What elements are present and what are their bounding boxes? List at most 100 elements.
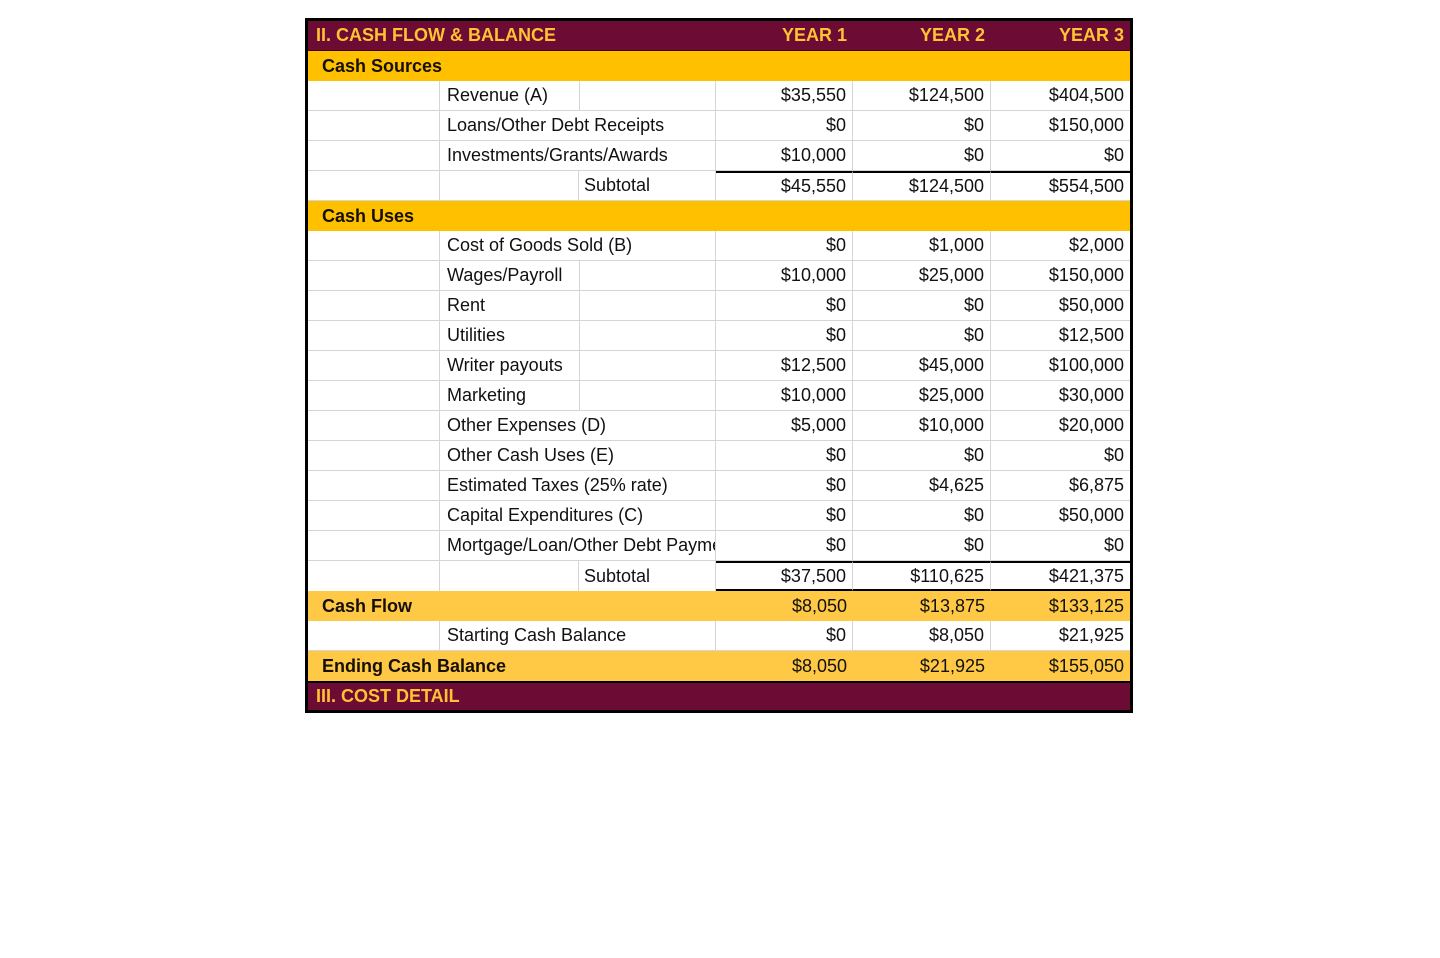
table-row: Capital Expenditures (C) $0 $0 $50,000 [308,501,1130,531]
subtotal-label: Subtotal [579,561,716,591]
total-band-row: Ending Cash Balance $8,050 $21,925 $155,… [308,651,1130,681]
table-header-row: II. CASH FLOW & BALANCE YEAR 1 YEAR 2 YE… [308,21,1130,51]
value-year-2: $0 [853,501,991,530]
value-year-1: $0 [716,531,853,560]
total-year-2: $21,925 [919,655,985,676]
value-year-3: $12,500 [1058,325,1124,345]
indent-cell [308,231,440,260]
total-year-3: $133,125 [1048,595,1124,616]
indent-cell [308,471,440,500]
value-year-2: $0 [853,321,991,350]
value-year-2: $25,000 [853,261,991,290]
value-year-2: $0 [853,531,991,560]
section-band-row: Cash Sources [308,51,1130,81]
table-row: Investments/Grants/Awards $10,000 $0 $0 [308,141,1130,171]
value-year-1: $10,000 [716,381,853,410]
value-year-2: $45,000 [853,351,991,380]
subtotal-year-1: $37,500 [716,561,853,591]
value-year-3: $100,000 [1048,355,1124,375]
cash-flow-balance-table: II. CASH FLOW & BALANCE YEAR 1 YEAR 2 YE… [305,18,1133,713]
value-year-2: $0 [853,291,991,320]
row-label: Wages/Payroll [440,261,716,290]
next-section-header-row: III. COST DETAIL [308,681,1130,710]
subtotal-row: Subtotal $45,550 $124,500 $554,500 [308,171,1130,201]
table-row: Wages/Payroll $10,000 $25,000 $150,000 [308,261,1130,291]
indent-cell [308,81,440,110]
indent-cell [308,441,440,470]
table-row: Marketing $10,000 $25,000 $30,000 [308,381,1130,411]
value-year-3: $150,000 [1048,265,1124,285]
section-band-label: Cash Uses [322,205,415,226]
empty-cell [440,561,579,591]
total-year-3: $155,050 [1048,655,1124,676]
value-year-3: $150,000 [1048,115,1124,135]
value-year-2: $8,050 [853,621,991,650]
year-3-column-header: YEAR 3 [1058,25,1124,45]
subtotal-year-3: $554,500 [991,171,1130,200]
table-row: Utilities $0 $0 $12,500 [308,321,1130,351]
value-year-2: $0 [853,111,991,140]
indent-cell [308,411,440,440]
subtotal-row: Subtotal $37,500 $110,625 $421,375 [308,561,1130,591]
indent-cell [308,321,440,350]
table-row: Loans/Other Debt Receipts $0 $0 $150,000 [308,111,1130,141]
indent-cell [308,501,440,530]
value-year-1: $0 [716,231,853,260]
value-year-1: $0 [716,441,853,470]
value-year-3: $2,000 [1068,235,1124,255]
value-year-2: $4,625 [853,471,991,500]
next-section-title: III. COST DETAIL [316,686,460,706]
row-label: Rent [440,291,716,320]
table-row: Estimated Taxes (25% rate) $0 $4,625 $6,… [308,471,1130,501]
value-year-1: $10,000 [716,261,853,290]
value-year-3: $20,000 [1058,415,1124,435]
total-year-1: $8,050 [791,655,847,676]
table-row: Writer payouts $12,500 $45,000 $100,000 [308,351,1130,381]
value-year-2: $124,500 [853,81,991,110]
value-year-3: $0 [1103,145,1124,165]
section-title: II. CASH FLOW & BALANCE [316,25,556,45]
value-year-1: $0 [716,621,853,650]
total-year-1: $8,050 [791,595,847,616]
row-label: Other Expenses (D) [440,411,716,440]
row-label: Investments/Grants/Awards [440,141,716,170]
indent-cell [308,291,440,320]
table-row: Mortgage/Loan/Other Debt Payme $0 $0 $0 [308,531,1130,561]
value-year-1: $0 [716,111,853,140]
value-year-2: $25,000 [853,381,991,410]
indent-cell [308,561,440,591]
indent-cell [308,261,440,290]
row-label: Estimated Taxes (25% rate) [440,471,716,500]
total-year-2: $13,875 [919,595,985,616]
value-year-1: $0 [716,471,853,500]
value-year-2: $0 [853,441,991,470]
indent-cell [308,621,440,650]
row-label: Marketing [440,381,716,410]
value-year-2: $10,000 [853,411,991,440]
table-row: Starting Cash Balance $0 $8,050 $21,925 [308,621,1130,651]
subtotal-year-1: $45,550 [716,171,853,200]
table-row: Rent $0 $0 $50,000 [308,291,1130,321]
indent-cell [308,381,440,410]
section-band-label: Cash Sources [322,55,443,76]
value-year-3: $50,000 [1058,505,1124,525]
value-year-1: $35,550 [716,81,853,110]
row-label: Starting Cash Balance [440,621,716,650]
value-year-1: $10,000 [716,141,853,170]
value-year-1: $5,000 [716,411,853,440]
row-label: Other Cash Uses (E) [440,441,716,470]
section-band-row: Cash Uses [308,201,1130,231]
value-year-3: $404,500 [1048,85,1124,105]
row-label: Mortgage/Loan/Other Debt Payme [440,531,716,560]
indent-cell [308,531,440,560]
subtotal-label: Subtotal [579,171,716,200]
value-year-2: $1,000 [853,231,991,260]
value-year-1: $0 [716,501,853,530]
year-1-column-header: YEAR 1 [781,25,847,45]
value-year-3: $30,000 [1058,385,1124,405]
table-body: Cash Sources Revenue (A) $35,550 $124,50… [308,51,1130,681]
table-row: Revenue (A) $35,550 $124,500 $404,500 [308,81,1130,111]
value-year-1: $12,500 [716,351,853,380]
row-label: Revenue (A) [440,81,716,110]
